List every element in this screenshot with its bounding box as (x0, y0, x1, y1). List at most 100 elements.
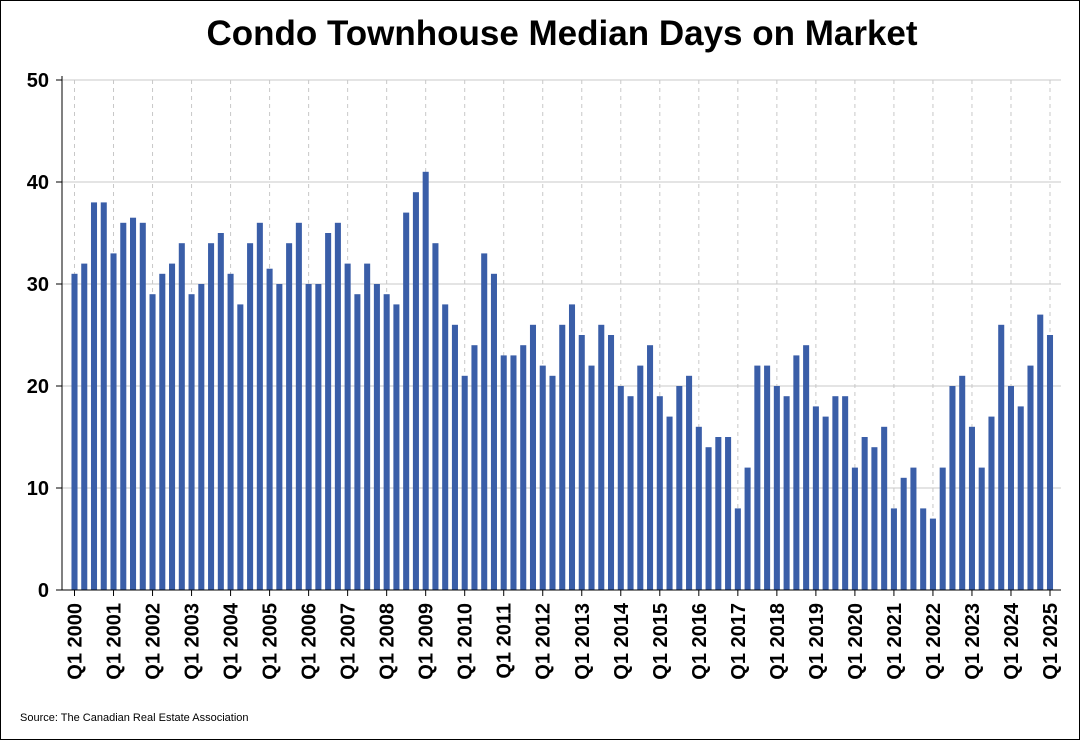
bar-q3-2019 (832, 396, 839, 590)
x-tick-label: Q1 2007 (338, 603, 360, 680)
bar-q2-2015 (666, 416, 673, 590)
bar-q1-2011 (500, 355, 507, 590)
bar-q2-2013 (588, 365, 595, 590)
bar-q3-2011 (520, 345, 527, 590)
x-tick-label: Q1 2001 (104, 603, 126, 680)
bar-q3-2005 (286, 243, 293, 590)
bar-q1-2004 (227, 273, 234, 590)
x-tick-label: Q1 2005 (260, 603, 282, 680)
bar-q1-2010 (461, 375, 468, 590)
y-tick-label: 10 (27, 478, 49, 500)
bar-q4-2006 (334, 222, 341, 591)
bar-q2-2016 (705, 447, 712, 590)
bar-q2-2010 (471, 345, 478, 590)
bar-q2-2001 (120, 222, 127, 591)
bar-q2-2004 (237, 304, 244, 590)
bar-q4-2024 (1037, 314, 1044, 590)
x-tick-label: Q1 2008 (377, 603, 399, 680)
bar-q4-2022 (959, 375, 966, 590)
bar-q2-2022 (939, 467, 946, 590)
bar-q2-2012 (549, 375, 556, 590)
bar-q2-2006 (315, 284, 322, 590)
bar-q4-2004 (256, 222, 263, 591)
bar-q4-2000 (100, 202, 107, 590)
bar-q4-2005 (295, 222, 302, 591)
bar-q2-2003 (198, 284, 205, 590)
bar-q3-2024 (1027, 365, 1034, 590)
bar-q1-2008 (383, 294, 390, 590)
bar-q1-2025 (1046, 335, 1054, 590)
bar-q3-2018 (793, 355, 800, 590)
bar-q1-2013 (578, 335, 585, 590)
bar-q4-2008 (412, 192, 419, 590)
x-tick-label: Q1 2016 (689, 603, 711, 680)
bar-q3-2010 (481, 253, 488, 590)
bar-q4-2010 (490, 273, 497, 590)
x-tick-label: Q1 2023 (962, 603, 984, 680)
x-tick-label: Q1 2021 (884, 603, 906, 680)
bar-q1-2000 (71, 273, 78, 590)
bar-q3-2004 (247, 243, 254, 590)
x-tick-label: Q1 2019 (806, 603, 828, 680)
bar-q3-2006 (325, 233, 332, 590)
bar-q1-2017 (734, 508, 741, 590)
x-tick-label: Q1 2004 (221, 602, 243, 680)
bar-q4-2016 (725, 437, 732, 590)
source-note: Source: The Canadian Real Estate Associa… (20, 712, 249, 724)
x-tick-label: Q1 2025 (1040, 603, 1062, 680)
bar-q1-2019 (812, 406, 819, 590)
bar-q4-2023 (998, 324, 1005, 590)
x-tick-label: Q1 2020 (845, 603, 867, 680)
bar-q1-2012 (539, 365, 546, 590)
bar-q1-2024 (1007, 386, 1015, 590)
bar-q2-2005 (276, 284, 283, 590)
bar-q4-2011 (529, 324, 537, 590)
bar-q3-2017 (754, 365, 761, 590)
x-tick-label: Q1 2003 (182, 603, 204, 680)
x-tick-label: Q1 2018 (767, 603, 789, 680)
bar-q3-2022 (949, 386, 956, 590)
x-tick-label: Q1 2013 (572, 603, 594, 680)
bar-q3-2008 (403, 212, 410, 590)
x-tick-label: Q1 2000 (65, 603, 87, 680)
x-tick-label: Q1 2012 (533, 603, 555, 680)
x-tick-label: Q1 2015 (650, 603, 672, 680)
bar-q4-2021 (920, 508, 927, 590)
bar-q3-2014 (637, 365, 644, 590)
bar-q1-2018 (773, 386, 780, 590)
x-tick-label: Q1 2009 (416, 603, 438, 680)
bar-q4-2017 (764, 365, 771, 590)
bar-q2-2007 (354, 294, 361, 590)
x-tick-label: Q1 2017 (728, 603, 750, 680)
y-tick-label: 40 (27, 172, 49, 194)
bar-q4-2003 (217, 233, 224, 590)
x-tick-label: Q1 2022 (923, 603, 945, 680)
bar-q1-2014 (617, 386, 624, 590)
bar-q3-2007 (364, 263, 371, 590)
axis-layer (56, 76, 1061, 596)
bar-q1-2007 (344, 263, 351, 590)
x-tick-label: Q1 2006 (299, 603, 321, 680)
bar-q3-2021 (910, 467, 917, 590)
bar-q4-2020 (881, 426, 888, 590)
bar-q1-2023 (968, 426, 975, 590)
bar-q4-2012 (568, 304, 576, 590)
bar-q2-2000 (81, 263, 88, 590)
bar-q4-2014 (647, 345, 654, 590)
bar-q1-2001 (110, 253, 117, 590)
bar-q3-2000 (90, 202, 98, 590)
bar-q4-2007 (373, 284, 380, 590)
bar-q1-2015 (656, 396, 663, 590)
y-tick-labels: 0 10 20 30 40 50 (27, 70, 49, 602)
bar-q1-2002 (149, 294, 156, 590)
bar-q1-2005 (266, 268, 273, 590)
bar-q2-2008 (393, 304, 400, 590)
bar-q2-2020 (861, 437, 868, 590)
x-tick-label: Q1 2014 (611, 602, 633, 680)
bar-q1-2016 (695, 426, 702, 590)
y-tick-label: 20 (27, 376, 49, 398)
x-tick-label: Q1 2011 (494, 603, 516, 679)
bar-q3-2016 (715, 437, 722, 590)
bar-q3-2012 (559, 324, 566, 590)
